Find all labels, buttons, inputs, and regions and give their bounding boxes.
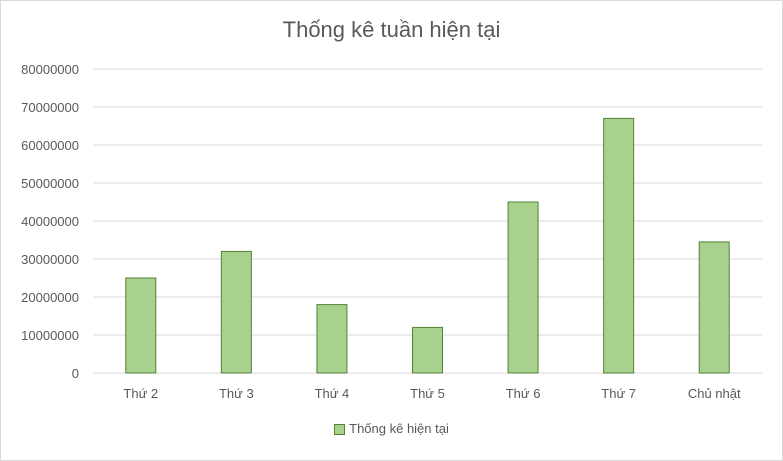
bar (220, 250, 252, 374)
y-tick-label: 50000000 (21, 176, 79, 191)
y-tick-label: 70000000 (21, 100, 79, 115)
bars (125, 117, 730, 374)
chart-title: Thống kê tuần hiện tại (282, 17, 501, 42)
x-tick-label: Thứ 7 (601, 386, 636, 401)
legend: Thống kê hiện tại (0, 421, 783, 436)
y-axis-ticks: 0 10000000 20000000 30000000 40000000 5000000… (21, 62, 79, 381)
x-tick-label: Thứ 3 (219, 386, 254, 401)
gridlines (93, 68, 762, 374)
x-tick-label: Chủ nhật (688, 386, 741, 401)
y-tick-label: 30000000 (21, 252, 79, 267)
bar (698, 241, 730, 374)
y-tick-label: 0 (72, 366, 79, 381)
bar (603, 117, 635, 374)
bar (412, 326, 443, 374)
x-axis-ticks: Thứ 2 Thứ 3 Thứ 4 Thứ 5 Thứ 6 Thứ 7 Chủ nhật (123, 386, 741, 401)
bar (125, 277, 157, 374)
x-tick-label: Thứ 4 (315, 386, 350, 401)
y-tick-label: 80000000 (21, 62, 79, 77)
x-tick-label: Thứ 6 (506, 386, 541, 401)
x-tick-label: Thứ 2 (123, 386, 158, 401)
legend-swatch (334, 424, 346, 436)
x-tick-label: Thứ 5 (410, 386, 445, 401)
legend-label: Thống kê hiện tại (349, 421, 449, 436)
y-tick-label: 40000000 (21, 214, 79, 229)
y-tick-label: 20000000 (21, 290, 79, 305)
y-tick-label: 60000000 (21, 138, 79, 153)
bar (507, 201, 539, 374)
y-tick-label: 10000000 (21, 328, 79, 343)
bar (316, 304, 348, 374)
